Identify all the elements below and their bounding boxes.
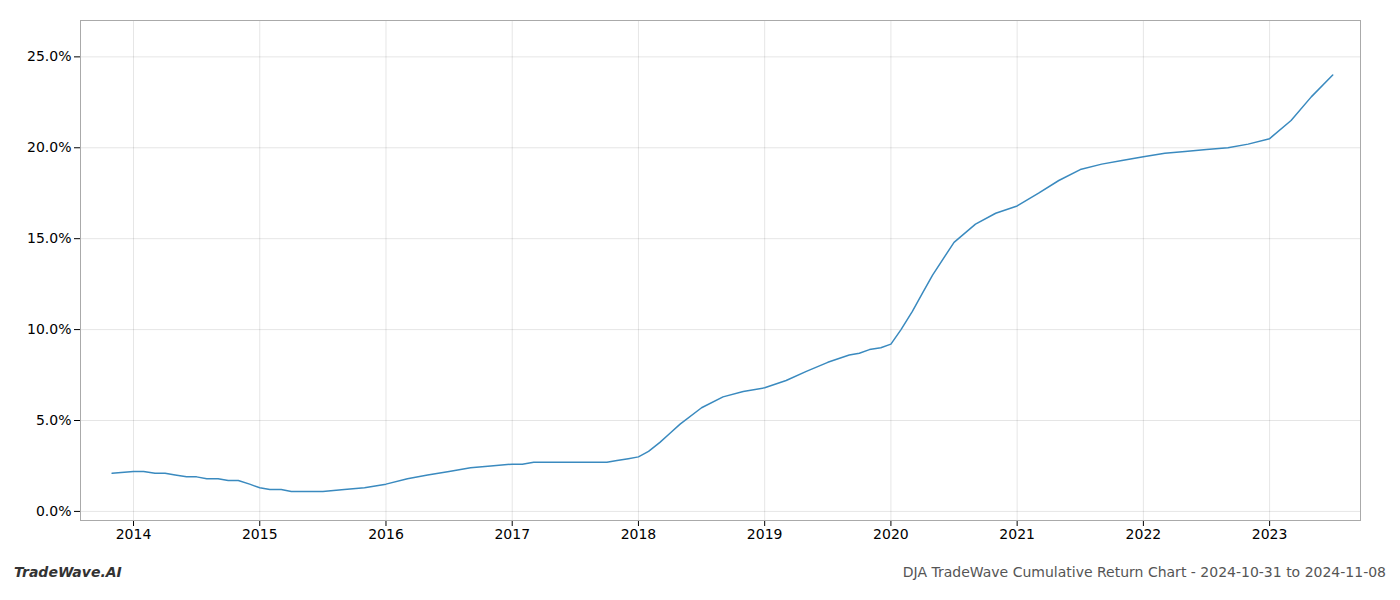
- svg-text:10.0%: 10.0%: [27, 321, 71, 337]
- svg-text:15.0%: 15.0%: [27, 230, 71, 246]
- svg-text:20.0%: 20.0%: [27, 139, 71, 155]
- svg-text:2022: 2022: [1126, 526, 1162, 542]
- svg-text:2017: 2017: [494, 526, 530, 542]
- svg-text:2019: 2019: [747, 526, 783, 542]
- svg-text:0.0%: 0.0%: [36, 503, 72, 519]
- svg-text:2016: 2016: [368, 526, 404, 542]
- svg-text:2018: 2018: [621, 526, 657, 542]
- svg-text:2020: 2020: [873, 526, 909, 542]
- svg-text:2014: 2014: [116, 526, 152, 542]
- svg-text:2015: 2015: [242, 526, 278, 542]
- svg-text:25.0%: 25.0%: [27, 48, 71, 64]
- svg-text:2021: 2021: [999, 526, 1035, 542]
- svg-text:5.0%: 5.0%: [36, 412, 72, 428]
- html-text:TradeWave.AI: TradeWave.AI: [14, 564, 122, 580]
- svg-text:2023: 2023: [1252, 526, 1288, 542]
- html-text:DJA TradeWave Cumulative Retur: DJA TradeWave Cumulative Return Chart - …: [902, 564, 1386, 580]
